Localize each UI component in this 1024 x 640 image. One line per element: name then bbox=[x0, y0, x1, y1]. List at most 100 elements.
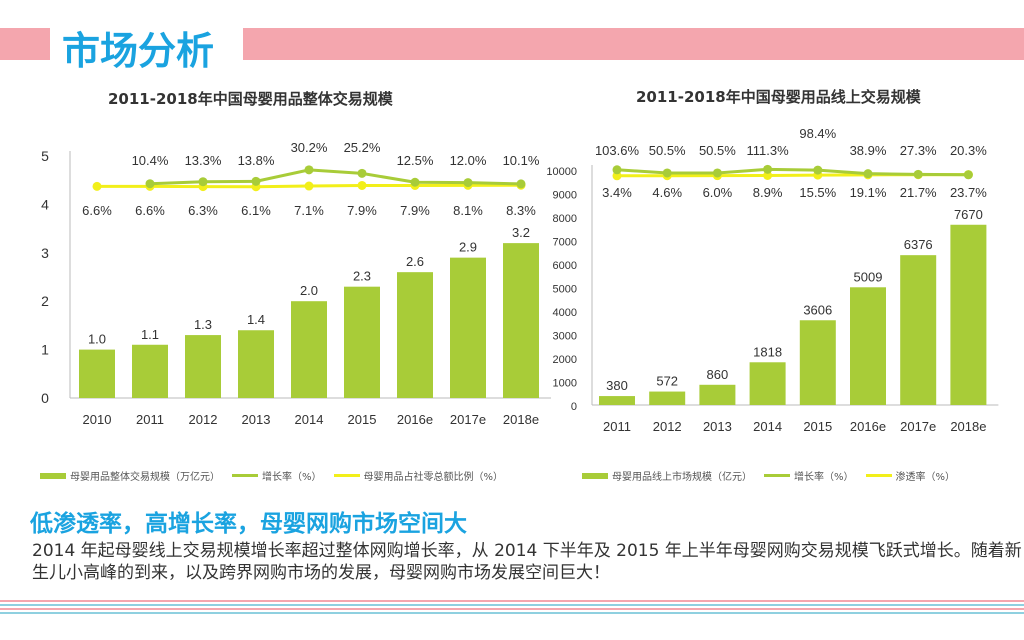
line-data-label: 30.2% bbox=[291, 140, 328, 155]
bar-data-label: 1.0 bbox=[88, 332, 106, 347]
line-data-label: 7.1% bbox=[294, 203, 324, 218]
charts-svg: 0 1 2 3 4 5 2010 2011 2012 2013 2014 2015 2016e 2017e… bbox=[41, 126, 999, 434]
line-point bbox=[304, 165, 314, 175]
line-data-label: 19.1% bbox=[850, 185, 887, 200]
line-data-label: 23.7% bbox=[950, 185, 987, 200]
bar bbox=[950, 224, 987, 405]
bar bbox=[238, 330, 274, 398]
line-data-label: 111.3% bbox=[747, 143, 790, 158]
line-data-label: 50.5% bbox=[649, 143, 686, 158]
bar bbox=[503, 243, 539, 398]
line-point bbox=[712, 168, 722, 178]
y-tick-label: 2000 bbox=[553, 354, 577, 366]
legend-label: 母婴用品占社零总额比例（%） bbox=[363, 472, 504, 483]
bar bbox=[799, 320, 836, 405]
line-point bbox=[357, 180, 367, 190]
y-tick-label: 9000 bbox=[553, 190, 577, 202]
bar-data-label: 2.3 bbox=[353, 269, 371, 284]
bar bbox=[450, 257, 486, 398]
x-tick-label: 2010 bbox=[83, 412, 112, 427]
line-data-label: 12.5% bbox=[397, 153, 434, 168]
bar-data-label: 1.3 bbox=[194, 317, 212, 332]
x-tick-label: 2011 bbox=[136, 412, 164, 427]
bar bbox=[599, 396, 635, 405]
bar-data-label: 2.6 bbox=[406, 254, 424, 269]
bar-data-label: 572 bbox=[656, 374, 678, 389]
x-tick-label: 2015 bbox=[348, 412, 377, 427]
line-point bbox=[145, 179, 155, 189]
bar-data-label: 1.4 bbox=[247, 312, 265, 327]
legend-line-swatch bbox=[764, 474, 790, 477]
bar-data-label: 3.2 bbox=[512, 225, 530, 240]
legend-label: 渗透率（%） bbox=[895, 472, 956, 483]
line-point bbox=[763, 164, 773, 174]
footer-stripe bbox=[0, 612, 1024, 614]
bar-data-label: 7670 bbox=[954, 207, 983, 222]
y-tick-label: 7000 bbox=[553, 237, 577, 249]
x-tick-label: 2017e bbox=[450, 412, 486, 427]
line-data-label: 21.7% bbox=[900, 185, 937, 200]
legend-right: 母婴用品线上市场规模（亿元） 增长率（%） 渗透率（%） bbox=[582, 468, 955, 483]
x-tick-label: 2013 bbox=[703, 419, 732, 434]
line-data-label: 15.5% bbox=[799, 185, 836, 200]
y-tick-label: 8000 bbox=[553, 213, 577, 225]
bar-data-label: 3606 bbox=[803, 302, 832, 317]
bar-data-label: 2.9 bbox=[459, 240, 477, 255]
line-point bbox=[516, 179, 526, 189]
legend-bar-swatch bbox=[40, 472, 66, 479]
legend-bar-swatch bbox=[582, 472, 608, 479]
bar-data-label: 2.0 bbox=[300, 283, 318, 298]
y-tick-label: 4000 bbox=[553, 307, 577, 319]
bar bbox=[344, 286, 380, 398]
line-data-label: 103.6% bbox=[595, 143, 640, 158]
y-tick-label: 1 bbox=[41, 342, 49, 358]
line-point bbox=[198, 177, 208, 187]
line-data-label: 6.6% bbox=[82, 203, 112, 218]
x-tick-label: 2015 bbox=[803, 419, 832, 434]
line-point bbox=[251, 176, 261, 186]
line-data-label: 3.4% bbox=[602, 185, 632, 200]
bar-data-label: 860 bbox=[707, 367, 729, 382]
line-data-label: 4.6% bbox=[652, 185, 682, 200]
y-tick-label: 1000 bbox=[553, 378, 577, 390]
footer-stripe bbox=[0, 608, 1024, 610]
line-point bbox=[463, 178, 473, 188]
line-data-label: 6.0% bbox=[703, 185, 733, 200]
line-point bbox=[913, 169, 923, 179]
line-data-label: 13.8% bbox=[238, 153, 275, 168]
line-data-label: 6.1% bbox=[241, 203, 271, 218]
legend-label: 增长率（%） bbox=[262, 472, 322, 483]
line-data-label: 10.1% bbox=[503, 153, 540, 168]
y-tick-label: 3 bbox=[41, 245, 49, 261]
line-series bbox=[149, 168, 522, 186]
line-data-label: 8.1% bbox=[453, 203, 483, 218]
legend-line-swatch bbox=[333, 474, 360, 477]
y-tick-label: 4 bbox=[41, 196, 49, 212]
chart-right: 0 1000 2000 3000 4000 5000 6000 7000 8000 9000 100… bbox=[546, 126, 999, 434]
bar bbox=[291, 301, 327, 398]
line-point bbox=[612, 165, 622, 175]
line-point bbox=[92, 181, 102, 191]
legend-label: 增长率（%） bbox=[794, 472, 854, 483]
x-tick-label: 2018e bbox=[950, 419, 986, 434]
header-accent-left bbox=[0, 28, 50, 60]
x-tick-label: 2014 bbox=[295, 412, 324, 427]
y-tick-label: 10000 bbox=[546, 166, 577, 178]
legend-label: 母婴用品整体交易规模（万亿元） bbox=[70, 472, 220, 483]
y-tick-label: 6000 bbox=[553, 260, 577, 272]
header-accent-bar bbox=[243, 28, 1024, 60]
line-data-label: 10.4% bbox=[132, 153, 169, 168]
y-tick-label: 2 bbox=[41, 293, 49, 309]
line-data-label: 50.5% bbox=[699, 143, 736, 158]
legend-line-swatch bbox=[865, 474, 892, 477]
y-tick-label: 5000 bbox=[553, 284, 577, 296]
line-series bbox=[616, 167, 969, 177]
summary-headline: 低渗透率，高增长率，母婴网购市场空间大 bbox=[30, 511, 467, 537]
bar bbox=[699, 384, 736, 405]
chart-left: 0 1 2 3 4 5 2010 2011 2012 2013 2014 2015 2016e 2017e… bbox=[41, 140, 551, 427]
x-tick-label: 2018e bbox=[503, 412, 539, 427]
bar bbox=[132, 344, 168, 398]
x-tick-label: 2017e bbox=[900, 419, 936, 434]
bar bbox=[185, 335, 221, 398]
line-data-label: 8.9% bbox=[753, 185, 783, 200]
